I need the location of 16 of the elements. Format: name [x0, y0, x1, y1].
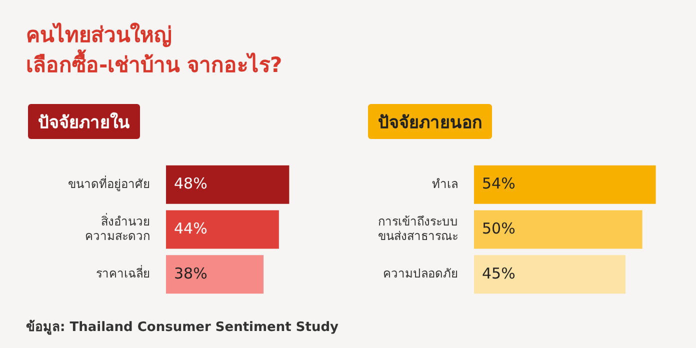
- text: คนไทยส่วนใหญ่ เลือกซื้อ-เช่าบ้าน จากอะไร?: [26, 22, 282, 79]
- y-tick-label: การเข้าถึงระบบ ขนส่งสาธารณะ: [378, 214, 458, 243]
- data-label: 45%: [482, 264, 516, 282]
- chart-title: ปัจจัยภายใน: [28, 104, 140, 139]
- y-tick-label: ราคาเฉลี่ย: [96, 264, 150, 280]
- data-label: 48%: [174, 174, 208, 193]
- y-tick-label: สิ่งอำนวย ความสะดวก: [85, 212, 150, 243]
- y-tick-label: ทำเล: [432, 176, 458, 191]
- y-tick-label: ขนาดที่อยู่อาศัย: [68, 174, 150, 192]
- y-tick-label: ความปลอดภัย: [383, 266, 458, 280]
- chart-title: ปัจจัยภายนอก: [368, 104, 492, 139]
- data-label: 44%: [174, 219, 208, 238]
- data-label: 54%: [482, 174, 516, 193]
- data-label: 38%: [174, 264, 208, 282]
- text: ข้อมูล: Thailand Consumer Sentiment Study: [26, 318, 338, 337]
- data-label: 50%: [482, 219, 516, 238]
